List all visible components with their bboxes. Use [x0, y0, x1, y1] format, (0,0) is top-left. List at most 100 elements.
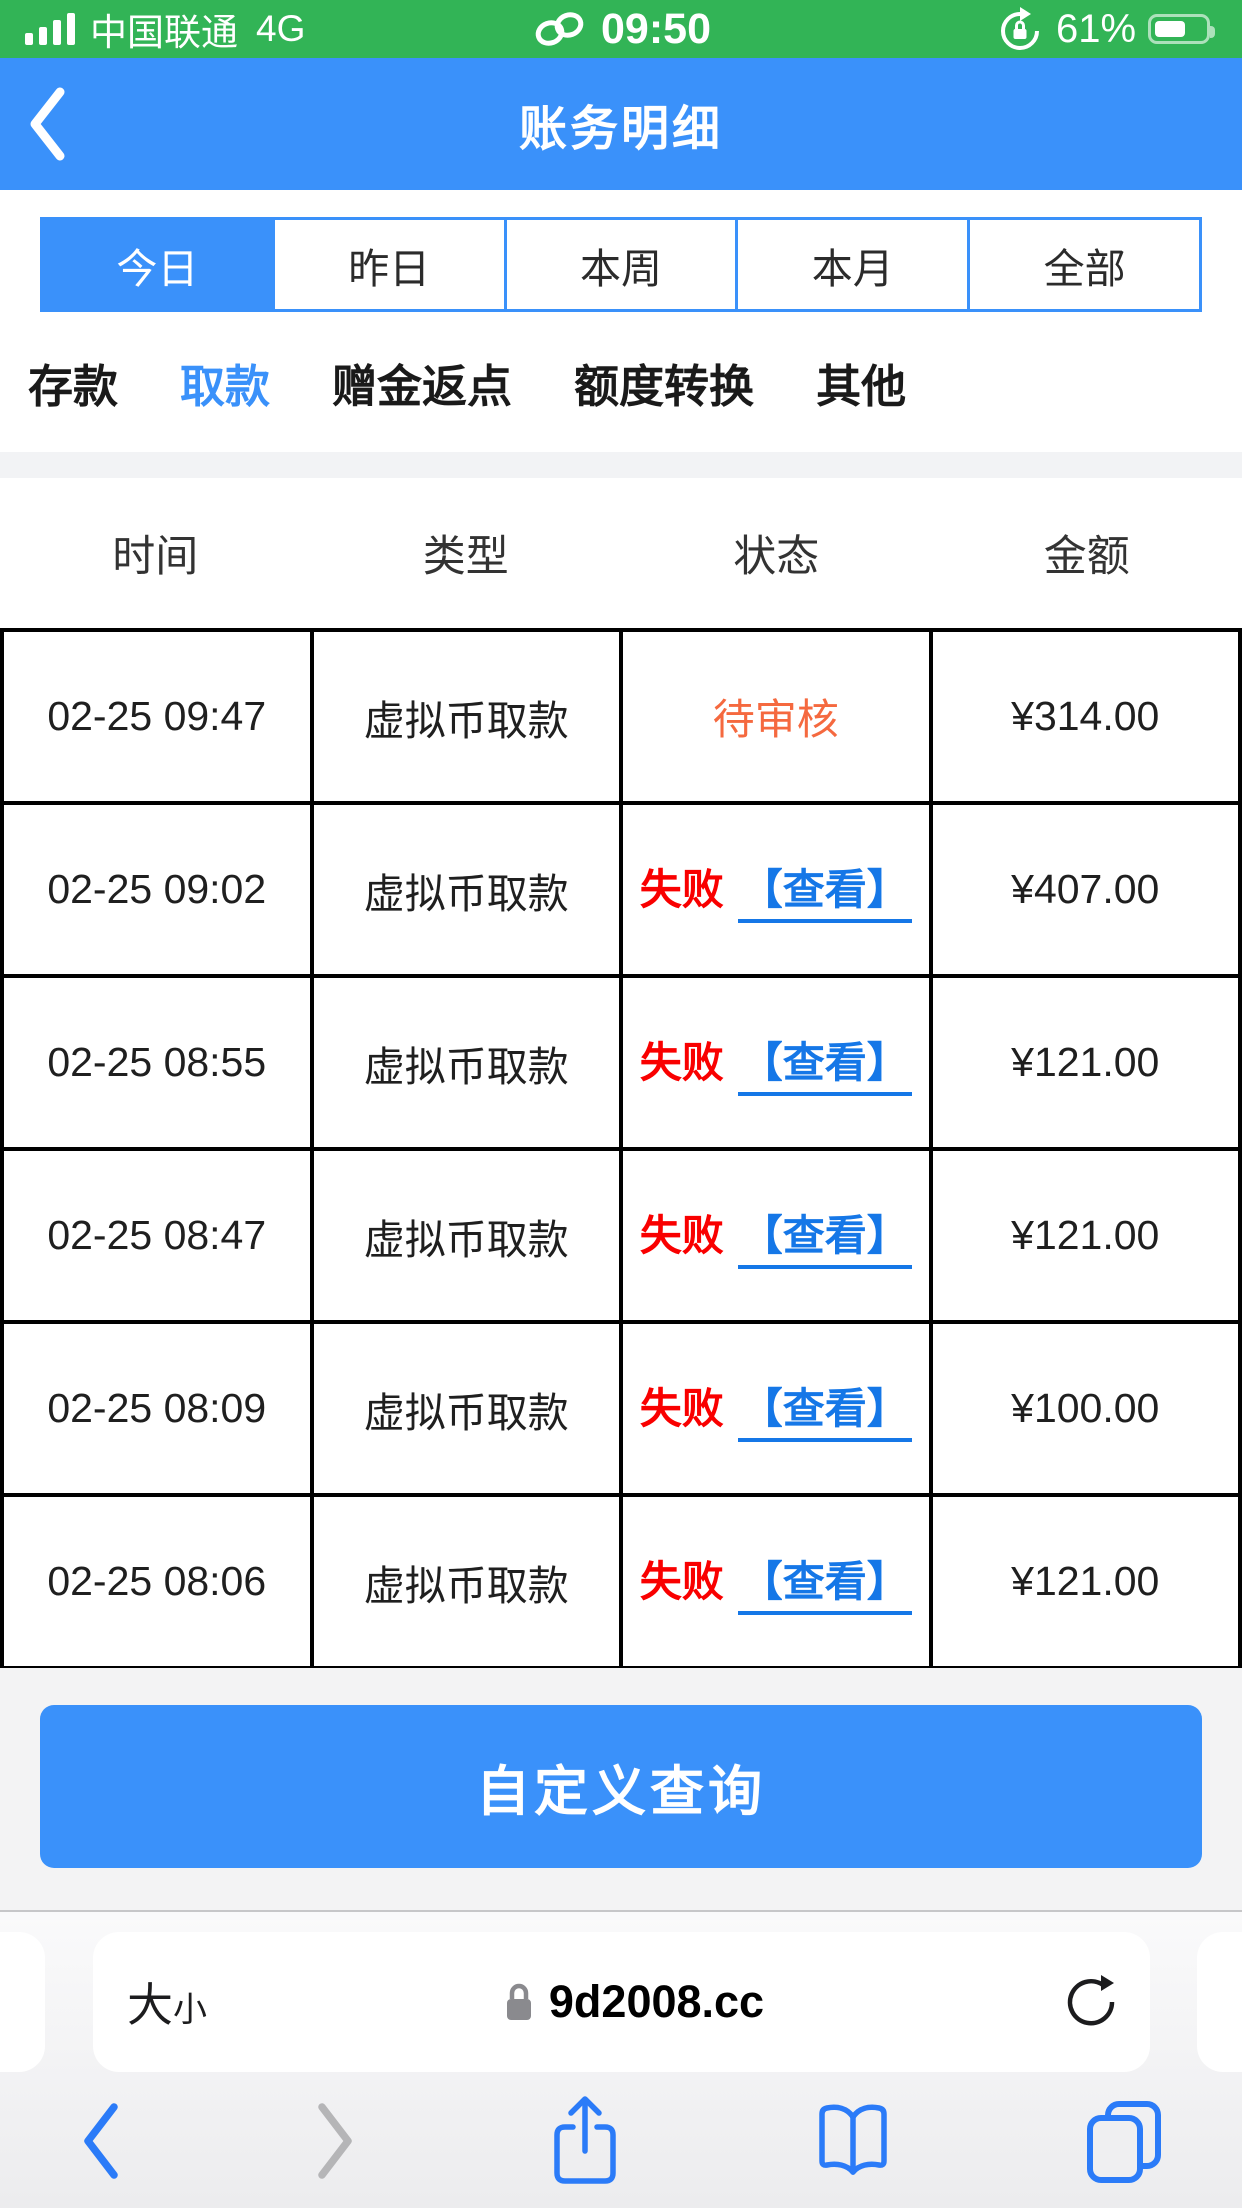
view-link[interactable]: 【查看】 — [737, 1029, 912, 1096]
battery-percent-label: 61% — [1055, 6, 1137, 51]
browser-forward-button[interactable] — [314, 2099, 358, 2183]
table-row: 02-25 08:55 虚拟币取款 失败 【查看】 ¥121.00 — [0, 974, 1242, 1151]
date-tabs-wrap: 今日 昨日 本周 本月 全部 — [0, 190, 1242, 312]
col-header-type: 类型 — [422, 533, 509, 581]
cell-type: 虚拟币取款 — [309, 1320, 623, 1497]
date-tab-this-month[interactable]: 本月 — [735, 220, 968, 309]
adjacent-tab-stub-right — [1197, 1932, 1242, 2072]
rotation-lock-icon — [1000, 7, 1039, 50]
tabs-icon — [1087, 2101, 1161, 2183]
url-center: 9d2008.cc — [207, 1976, 1060, 2028]
date-tab-this-week[interactable]: 本周 — [503, 220, 736, 309]
battery-cap — [1210, 26, 1216, 38]
padlock-icon — [506, 1983, 531, 2020]
date-tab-today[interactable]: 今日 — [43, 220, 272, 309]
chevron-left-icon — [30, 87, 65, 161]
transactions-table-wrap: 02-25 09:47 虚拟币取款 待审核 ¥314.00 02-25 09:0… — [0, 628, 1242, 1668]
category-tab-other[interactable]: 其他 — [816, 360, 907, 412]
separator-band — [0, 452, 1242, 478]
cell-status: 失败 【查看】 — [619, 1493, 933, 1668]
cell-amount: ¥407.00 — [928, 801, 1242, 978]
cell-time: 02-25 08:55 — [0, 974, 314, 1151]
cell-status: 待审核 — [619, 628, 933, 805]
carrier-label: 中国联通 — [90, 12, 238, 53]
reload-button[interactable] — [1060, 1974, 1116, 2030]
category-tab-bonus[interactable]: 赠金返点 — [332, 360, 513, 412]
view-link[interactable]: 【查看】 — [737, 856, 912, 923]
nav-header: 账务明细 — [0, 58, 1242, 190]
status-fail-label: 失败 — [639, 1212, 724, 1259]
url-bar-row: 大 小 9d2008.cc — [0, 1912, 1242, 2074]
date-tab-all[interactable]: 全部 — [967, 220, 1199, 309]
personal-hotspot-icon — [535, 12, 584, 46]
url-domain-label: 9d2008.cc — [548, 1976, 765, 2027]
category-tab-withdrawal[interactable]: 取款 — [180, 360, 271, 412]
tabs-button[interactable] — [1084, 2099, 1164, 2183]
table-row: 02-25 09:02 虚拟币取款 失败 【查看】 ¥407.00 — [0, 801, 1242, 978]
status-fail-label: 失败 — [639, 1558, 724, 1605]
chevron-right-icon — [317, 2103, 352, 2179]
status-bar-center: 09:50 — [531, 5, 711, 54]
cell-type: 虚拟币取款 — [309, 1147, 623, 1324]
back-button[interactable] — [26, 58, 116, 190]
chevron-left-icon — [84, 2103, 118, 2179]
view-link[interactable]: 【查看】 — [737, 1202, 912, 1269]
table-row: 02-25 08:09 虚拟币取款 失败 【查看】 ¥100.00 — [0, 1320, 1242, 1497]
table-row: 02-25 09:47 虚拟币取款 待审核 ¥314.00 — [0, 628, 1242, 805]
cell-amount: ¥121.00 — [928, 1147, 1242, 1324]
cell-type: 虚拟币取款 — [309, 974, 623, 1151]
share-button[interactable] — [549, 2093, 621, 2189]
cell-type: 虚拟币取款 — [309, 628, 623, 805]
status-bar-right: 61% — [711, 5, 1218, 53]
status-fail-label: 失败 — [639, 866, 724, 913]
status-fail-label: 失败 — [639, 1039, 724, 1086]
share-icon — [554, 2096, 616, 2184]
status-pending-label: 待审核 — [712, 696, 839, 743]
cell-amount: ¥314.00 — [928, 628, 1242, 805]
custom-query-button[interactable]: 自定义查询 — [40, 1705, 1202, 1868]
safari-toolbar — [0, 2074, 1242, 2208]
reload-icon — [1067, 1975, 1115, 2026]
battery-icon — [1148, 14, 1216, 44]
cell-time: 02-25 09:02 — [0, 801, 314, 978]
category-tab-deposit[interactable]: 存款 — [28, 360, 119, 412]
table-row: 02-25 08:47 虚拟币取款 失败 【查看】 ¥121.00 — [0, 1147, 1242, 1324]
cell-status: 失败 【查看】 — [619, 801, 933, 978]
cell-time: 02-25 09:47 — [0, 628, 314, 805]
category-tabs: 存款 取款 赠金返点 额度转换 其他 — [0, 312, 1242, 452]
category-tab-transfer[interactable]: 额度转换 — [574, 360, 755, 412]
transactions-table: 02-25 09:47 虚拟币取款 待审核 ¥314.00 02-25 09:0… — [0, 628, 1242, 1668]
clock-label: 09:50 — [601, 4, 711, 53]
cell-status: 失败 【查看】 — [619, 1320, 933, 1497]
status-fail-label: 失败 — [639, 1385, 724, 1432]
text-size-small-label: 小 — [173, 1991, 207, 2029]
cell-type: 虚拟币取款 — [309, 801, 623, 978]
status-bar-left: 中国联通 4G — [24, 2, 531, 56]
cell-time: 02-25 08:06 — [0, 1493, 314, 1668]
open-book-icon — [818, 2104, 887, 2175]
network-type-label: 4G — [256, 8, 306, 49]
text-size-large-label: 大 — [127, 1979, 173, 2031]
cell-type: 虚拟币取款 — [309, 1493, 623, 1668]
adjacent-tab-stub-left — [0, 1932, 45, 2072]
url-bar[interactable]: 大 小 9d2008.cc — [93, 1932, 1150, 2072]
safari-chrome: 大 小 9d2008.cc — [0, 1910, 1242, 2208]
view-link[interactable]: 【查看】 — [737, 1548, 912, 1615]
table-header: 时间 类型 状态 金额 — [0, 478, 1242, 628]
page-title: 账务明细 — [518, 103, 723, 156]
cell-amount: ¥121.00 — [928, 974, 1242, 1151]
bottom-area: 自定义查询 — [0, 1668, 1242, 1910]
col-header-amount: 金额 — [1043, 533, 1130, 581]
col-header-time: 时间 — [112, 533, 199, 581]
cell-status: 失败 【查看】 — [619, 974, 933, 1151]
view-link[interactable]: 【查看】 — [737, 1375, 912, 1442]
text-size-button[interactable]: 大 小 — [127, 1969, 207, 2035]
bookmarks-button[interactable] — [813, 2099, 893, 2183]
cellular-signal-icon — [25, 13, 75, 45]
date-tab-yesterday[interactable]: 昨日 — [271, 220, 504, 309]
battery-fill — [1155, 21, 1186, 37]
date-segmented-control: 今日 昨日 本周 本月 全部 — [40, 217, 1202, 312]
cell-amount: ¥100.00 — [928, 1320, 1242, 1497]
browser-back-button[interactable] — [78, 2099, 122, 2183]
